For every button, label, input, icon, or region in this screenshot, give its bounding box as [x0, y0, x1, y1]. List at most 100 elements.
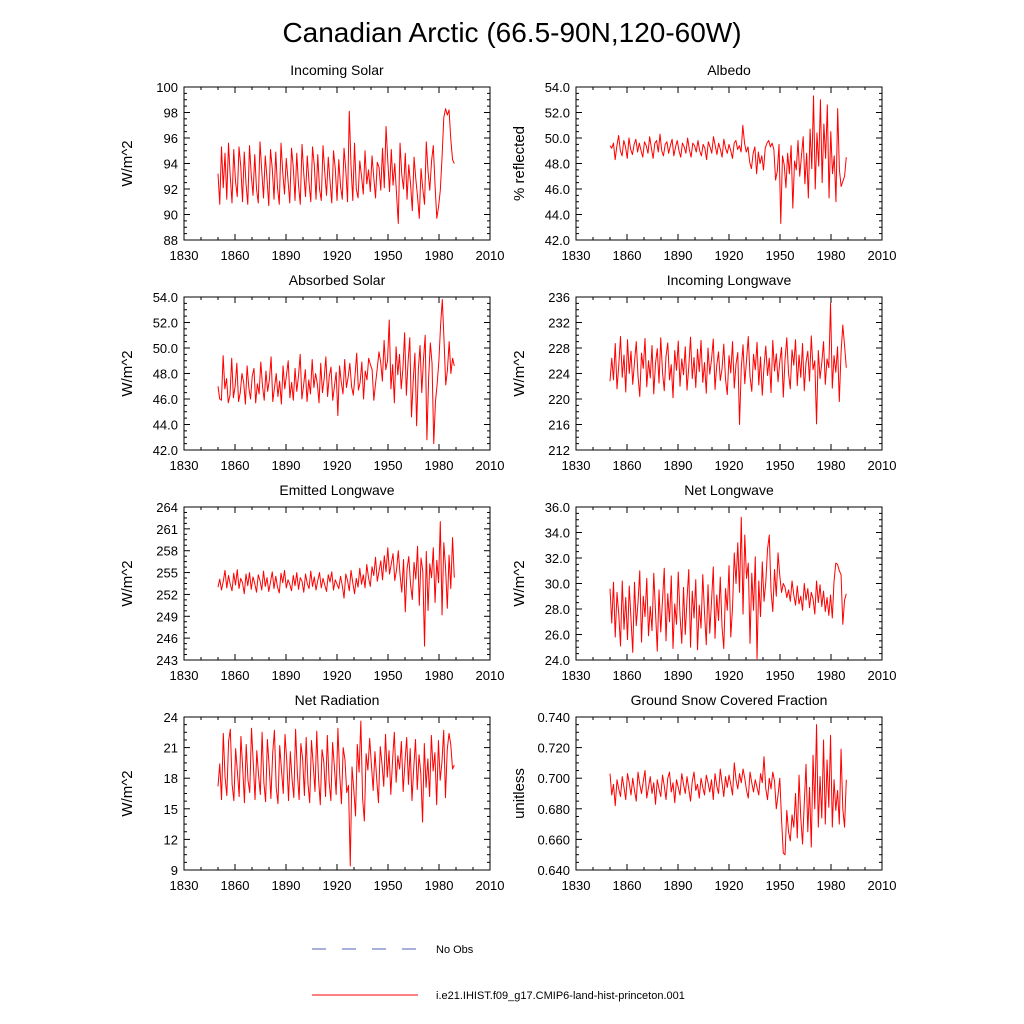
plot-frame — [183, 296, 491, 451]
x-tick-label: 2010 — [476, 248, 505, 263]
x-tick-label: 1920 — [715, 248, 744, 263]
y-tick-label: 255 — [156, 566, 178, 581]
y-tick-label: 44.0 — [545, 208, 570, 223]
y-tick-label: 236 — [548, 290, 570, 305]
y-tick-label: 100 — [156, 80, 178, 95]
y-axis-label: W/m^2 — [119, 770, 136, 816]
y-tick-label: 224 — [548, 367, 570, 382]
x-tick-label: 1890 — [664, 248, 693, 263]
y-tick-label: 48.0 — [153, 367, 178, 382]
plot-frame — [575, 86, 883, 241]
x-tick-label: 1920 — [323, 668, 352, 683]
y-tick-label: 243 — [156, 653, 178, 668]
y-tick-label: 28.0 — [545, 602, 570, 617]
panel-albedo: Albedo % reflected 1830 1860 1890 1920 1950 198… — [511, 62, 896, 263]
panel-title: Albedo — [707, 62, 751, 78]
y-tick-label: 258 — [156, 544, 178, 559]
y-tick-label: 0.740 — [537, 710, 570, 725]
x-tick-label: 1920 — [323, 878, 352, 893]
panel-incoming-longwave: Incoming Longwave W/m^2 1830 1860 1890 1920 19… — [511, 272, 896, 473]
legend: No Obs i.e21.IHIST.f09_g17.CMIP6-land-hi… — [312, 944, 685, 1002]
y-tick-label: 264 — [156, 500, 178, 515]
x-tick-label: 1860 — [613, 248, 642, 263]
x-tick-label: 1830 — [170, 878, 199, 893]
y-tick-label: 216 — [548, 418, 570, 433]
series-line — [217, 720, 455, 867]
y-tick-label: 212 — [548, 443, 570, 458]
x-tick-label: 1950 — [374, 668, 403, 683]
panel-title: Ground Snow Covered Fraction — [631, 692, 828, 708]
x-tick-label: 2010 — [476, 878, 505, 893]
y-tick-label: 261 — [156, 522, 178, 537]
y-tick-label: 50.0 — [545, 131, 570, 146]
y-tick-label: 46.0 — [153, 392, 178, 407]
panel-incoming-solar: Incoming Solar W/m^2 1830 1860 1890 1920 1950 1… — [119, 62, 504, 263]
y-tick-label: 252 — [156, 587, 178, 602]
y-tick-label: 0.700 — [537, 771, 570, 786]
y-tick-label: 24 — [164, 710, 178, 725]
y-axis-label: W/m^2 — [511, 350, 528, 396]
y-tick-label: 0.680 — [537, 802, 570, 817]
y-tick-label: 88 — [164, 233, 178, 248]
x-tick-label: 1980 — [817, 668, 846, 683]
series-line — [217, 108, 455, 224]
y-tick-label: 220 — [548, 392, 570, 407]
y-tick-label: 94 — [164, 157, 178, 172]
x-tick-label: 1980 — [817, 248, 846, 263]
y-tick-label: 249 — [156, 609, 178, 624]
panel-net-radiation: Net Radiation W/m^2 1830 1860 1890 1920 1950 19… — [119, 692, 504, 893]
x-tick-label: 1980 — [425, 668, 454, 683]
y-tick-label: 12 — [164, 832, 178, 847]
y-tick-label: 0.720 — [537, 741, 570, 756]
y-tick-label: 9 — [171, 863, 178, 878]
y-tick-label: 26.0 — [545, 628, 570, 643]
y-tick-label: 50.0 — [153, 341, 178, 356]
x-tick-label: 1890 — [272, 668, 301, 683]
panel-absorbed-solar: Absorbed Solar W/m^2 1830 1860 1890 1920 1950 1… — [119, 272, 504, 473]
x-tick-label: 1860 — [221, 878, 250, 893]
series-line — [609, 516, 847, 660]
y-axis-label: W/m^2 — [119, 140, 136, 186]
x-tick-label: 1860 — [221, 248, 250, 263]
x-tick-label: 1890 — [664, 458, 693, 473]
x-tick-label: 2010 — [868, 878, 897, 893]
x-tick-label: 1920 — [323, 458, 352, 473]
panel-ground-snow-covered-fraction: Ground Snow Covered Fraction unitless 1830… — [511, 692, 896, 893]
x-tick-label: 1860 — [613, 458, 642, 473]
x-tick-label: 1830 — [562, 248, 591, 263]
x-tick-label: 1950 — [766, 878, 795, 893]
x-tick-label: 2010 — [868, 458, 897, 473]
y-tick-label: 96 — [164, 131, 178, 146]
y-tick-label: 18 — [164, 771, 178, 786]
y-tick-label: 54.0 — [545, 80, 570, 95]
series-line — [609, 724, 847, 856]
x-tick-label: 1950 — [766, 458, 795, 473]
x-tick-label: 1950 — [374, 878, 403, 893]
figure-title: Canadian Arctic (66.5-90N,120-60W) — [282, 17, 741, 48]
y-tick-label: 30.0 — [545, 577, 570, 592]
y-tick-label: 42.0 — [153, 443, 178, 458]
panel-emitted-longwave: Emitted Longwave W/m^2 1830 1860 1890 1920 195… — [119, 482, 504, 683]
x-tick-label: 2010 — [476, 668, 505, 683]
x-tick-label: 1980 — [817, 458, 846, 473]
y-tick-label: 0.660 — [537, 832, 570, 847]
y-tick-label: 48.0 — [545, 157, 570, 172]
x-tick-label: 1920 — [715, 878, 744, 893]
panel-title: Net Longwave — [684, 482, 774, 498]
y-axis-label: unitless — [511, 768, 528, 819]
x-tick-label: 1980 — [425, 458, 454, 473]
y-tick-label: 246 — [156, 631, 178, 646]
y-tick-label: 0.640 — [537, 863, 570, 878]
x-tick-label: 1980 — [817, 878, 846, 893]
y-tick-label: 52.0 — [545, 106, 570, 121]
x-tick-label: 1830 — [562, 878, 591, 893]
x-tick-label: 1830 — [170, 458, 199, 473]
x-tick-label: 2010 — [868, 668, 897, 683]
x-tick-label: 1890 — [272, 458, 301, 473]
y-tick-label: 90 — [164, 208, 178, 223]
y-tick-label: 92 — [164, 182, 178, 197]
x-tick-label: 1830 — [562, 458, 591, 473]
y-axis-label: W/m^2 — [119, 350, 136, 396]
